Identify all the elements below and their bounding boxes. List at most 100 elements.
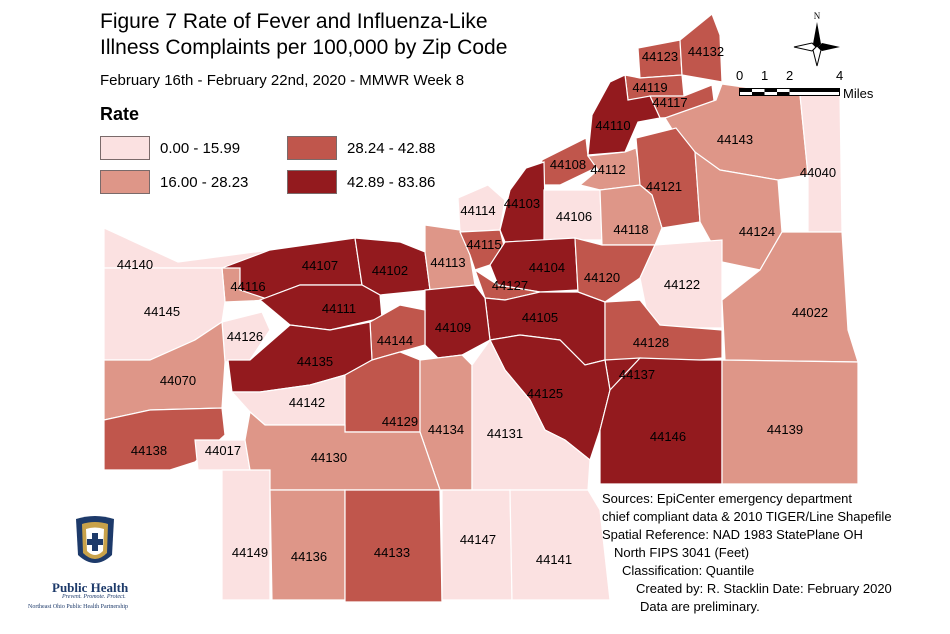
zip-label-44136: 44136 (291, 549, 327, 564)
legend-item-class2: 16.00 - 28.23 (100, 170, 248, 194)
zip-label-44131: 44131 (487, 426, 523, 441)
zip-label-44118: 44118 (613, 222, 648, 237)
zip-label-44132: 44132 (688, 44, 724, 59)
zip-region-44133 (344, 489, 443, 603)
zip-label-44110: 44110 (595, 118, 630, 133)
zip-region-44040 (799, 94, 843, 233)
zip-label-44147: 44147 (460, 532, 496, 547)
zip-region-44139 (721, 359, 859, 485)
zip-region-44136 (269, 489, 346, 601)
logo-tagline: Prevent. Promote. Protect. (62, 594, 126, 600)
zip-label-44123: 44123 (642, 49, 678, 64)
zip-label-44107: 44107 (302, 258, 338, 273)
zip-label-44122: 44122 (664, 277, 700, 292)
zip-label-44103: 44103 (504, 196, 540, 211)
zip-label-44135: 44135 (297, 354, 333, 369)
legend-swatch (100, 136, 150, 160)
zip-label-44121: 44121 (646, 179, 682, 194)
zip-label-44146: 44146 (650, 429, 686, 444)
sources-note: Sources: EpiCenter emergency department … (602, 490, 892, 616)
zip-label-44102: 44102 (372, 263, 408, 278)
scale-tick-2: 2 (786, 68, 794, 83)
zip-label-44129: 44129 (382, 414, 418, 429)
scale-tick-0: 0 (736, 68, 744, 83)
zip-region-44114 (457, 184, 506, 233)
zip-label-44022: 44022 (792, 305, 828, 320)
zip-label-44109: 44109 (435, 320, 471, 335)
scale-bar: 0 1 2 4 Miles (733, 68, 883, 104)
zip-label-44138: 44138 (131, 443, 167, 458)
zip-label-44112: 44112 (590, 162, 625, 177)
map-title-line1: Figure 7 Rate of Fever and Influenza-Lik… (100, 10, 488, 33)
public-health-logo (76, 516, 114, 563)
zip-label-44125: 44125 (527, 386, 563, 401)
legend-label: 0.00 - 15.99 (160, 139, 241, 157)
zip-label-44143: 44143 (717, 132, 753, 147)
logo-title: Public Health (52, 580, 129, 595)
zip-label-44139: 44139 (767, 422, 803, 437)
sources-line: North FIPS 3041 (Feet) (614, 545, 750, 560)
legend-title: Rate (100, 104, 140, 124)
legend-swatch (100, 170, 150, 194)
legend-item-class1: 0.00 - 15.99 (100, 136, 240, 160)
legend-swatch (287, 136, 337, 160)
sources-line: Sources: EpiCenter emergency department (602, 491, 853, 506)
legend-swatch (287, 170, 337, 194)
zip-label-44140: 44140 (117, 257, 153, 272)
zip-label-44130: 44130 (311, 450, 347, 465)
zip-label-44106: 44106 (556, 209, 592, 224)
zip-label-44134: 44134 (428, 422, 464, 437)
sources-line: Data are preliminary. (640, 599, 760, 614)
zip-label-44108: 44108 (550, 157, 586, 172)
zip-region-44109 (424, 284, 491, 359)
zip-label-44137: 44137 (619, 367, 655, 382)
zip-label-44124: 44124 (739, 224, 775, 239)
scale-tick-3: 4 (836, 68, 844, 83)
zip-label-44070: 44070 (160, 373, 196, 388)
zip-label-44114: 44114 (460, 203, 495, 218)
zip-label-44040: 44040 (800, 165, 836, 180)
zip-label-44104: 44104 (529, 260, 565, 275)
zip-label-44133: 44133 (374, 545, 410, 560)
zip-region-44130 (244, 410, 441, 491)
legend-label: 42.89 - 83.86 (347, 173, 436, 191)
zip-label-44144: 44144 (377, 333, 413, 348)
zip-region-44110 (587, 74, 661, 156)
logo-org: Northeast Ohio Public Health Partnership (28, 604, 128, 610)
north-label: N (814, 11, 821, 21)
north-arrow-icon: N (793, 11, 840, 67)
legend-label: 28.24 - 42.88 (347, 139, 436, 157)
zip-label-44017: 44017 (205, 443, 241, 458)
zip-label-44126: 44126 (227, 329, 263, 344)
zip-label-44120: 44120 (584, 270, 620, 285)
map-subtitle: February 16th - February 22nd, 2020 - MM… (100, 72, 465, 89)
legend-label: 16.00 - 28.23 (160, 173, 249, 191)
sources-line: chief compliant data & 2010 TIGER/Line S… (602, 509, 892, 524)
zip-label-44116: 44116 (230, 279, 265, 294)
sources-line: Classification: Quantile (622, 563, 755, 578)
zip-label-44145: 44145 (144, 304, 180, 319)
zip-label-44117: 44117 (652, 95, 687, 110)
zip-label-44142: 44142 (289, 395, 325, 410)
zip-region-44132 (679, 13, 723, 83)
legend-item-class3: 28.24 - 42.88 (287, 136, 435, 160)
zip-label-44113: 44113 (430, 255, 465, 270)
zip-label-44127: 44127 (492, 278, 528, 293)
scale-unit: Miles (843, 86, 874, 101)
zip-region-44141 (509, 489, 611, 601)
zip-label-44111: 44111 (322, 301, 356, 316)
zip-label-44105: 44105 (522, 310, 558, 325)
map-title-line2: Illness Complaints per 100,000 by Zip Co… (100, 36, 508, 59)
scale-bar-graphic (739, 88, 840, 96)
zip-label-44149: 44149 (232, 545, 268, 560)
zip-label-44115: 44115 (466, 237, 501, 252)
sources-line: Spatial Reference: NAD 1983 StatePlane O… (602, 527, 863, 542)
zip-label-44141: 44141 (536, 552, 572, 567)
legend-item-class4: 42.89 - 83.86 (287, 170, 435, 194)
zip-label-44119: 44119 (632, 80, 667, 95)
sources-line: Created by: R. Stacklin Date: February 2… (636, 581, 892, 596)
scale-tick-1: 1 (761, 68, 769, 83)
zip-region-44149 (221, 469, 271, 601)
zip-label-44128: 44128 (633, 335, 669, 350)
